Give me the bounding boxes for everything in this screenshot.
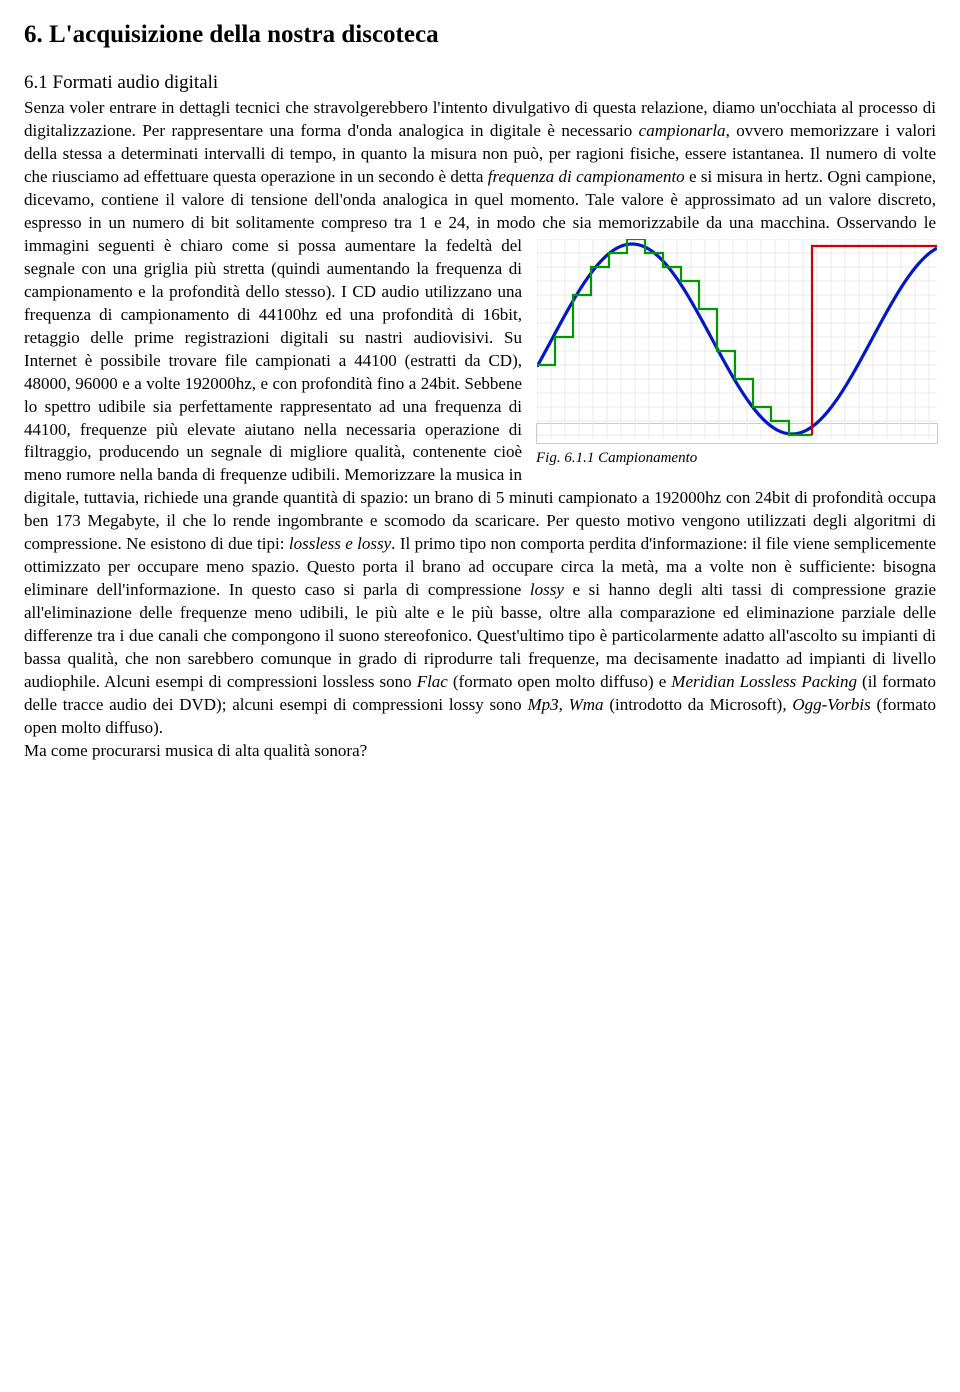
italic-term: , Ogg-Vorbis — [782, 695, 870, 714]
figure-caption: Fig. 6.1.1 Campionamento — [536, 450, 697, 466]
section-title: 6. L'acquisizione della nostra discoteca — [24, 18, 936, 52]
sampling-svg — [537, 423, 937, 439]
italic-term: lossy — [530, 580, 564, 599]
italic-term: Meridian Lossless Packing — [671, 672, 857, 691]
italic-term: Flac — [417, 672, 448, 691]
figure-sampling: Fig. 6.1.1 Campionamento — [536, 239, 936, 469]
subsection-title: 6.1 Formati audio digitali — [24, 70, 936, 96]
text-run: Alcuni esempi di compressioni lossless s… — [104, 672, 417, 691]
italic-term: lossless e lossy — [289, 534, 391, 553]
sampling-chart — [536, 423, 938, 444]
italic-term: campionarla — [639, 121, 726, 140]
body-paragraph: Ma come procurarsi musica di alta qualit… — [24, 740, 936, 763]
italic-term: Mp3, Wma — [527, 695, 603, 714]
body-paragraph: Senza voler entrare in dettagli tecnici … — [24, 97, 936, 739]
text-run: I CD audio utilizzano una frequenza di c… — [24, 282, 522, 485]
text-run: (formato open molto diffuso) e — [448, 672, 671, 691]
italic-term: frequenza di campionamento — [488, 167, 685, 186]
text-run: (introdotto da Microsoft) — [604, 695, 783, 714]
